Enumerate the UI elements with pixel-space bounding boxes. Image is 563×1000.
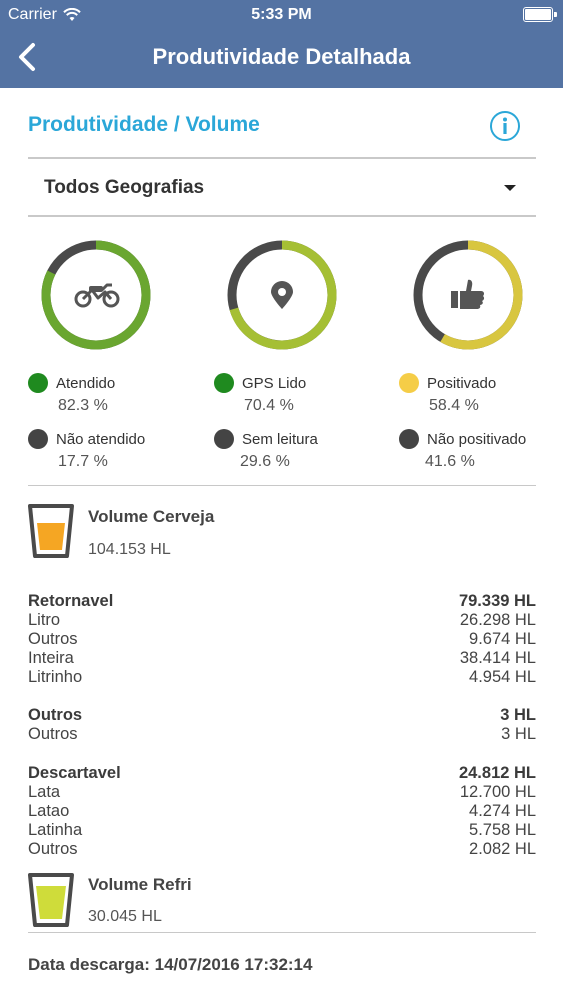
item-value: 2.082 HL [469, 840, 536, 858]
legend-value: 41.6 % [425, 453, 475, 470]
legend-item: Positivado [399, 373, 526, 393]
legend-value: 70.4 % [244, 397, 294, 414]
list-item: Inteira 38.414 HL [28, 649, 536, 669]
location-pin-icon [271, 281, 293, 309]
positivity-ring [413, 240, 523, 350]
wifi-icon [63, 8, 81, 21]
item-value: 4.954 HL [469, 668, 536, 686]
group-name: Outros [28, 706, 83, 724]
divider [28, 932, 536, 933]
item-value: 3 HL [501, 725, 536, 743]
item-name: Latinha [28, 821, 83, 839]
positivity-gauge [411, 238, 525, 352]
section-title: Produtividade / Volume [28, 113, 260, 136]
list-item: Lata 12.700 HL [28, 783, 536, 803]
beer-volume-value: 104.153 HL [88, 541, 171, 558]
carrier-name: Carrier [8, 6, 57, 23]
group-total: 3 HL [500, 706, 536, 724]
legend-label: Não atendido [56, 430, 146, 448]
legend-dot [28, 373, 48, 393]
chevron-left-icon [19, 43, 35, 71]
legend-dot [214, 429, 234, 449]
item-value: 5.758 HL [469, 821, 536, 839]
gps-legend: GPS Lido 70.4 % Sem leitura 29.6 % [214, 373, 318, 471]
item-value: 26.298 HL [459, 611, 536, 629]
info-icon [490, 111, 520, 141]
list-item: Litrinho 4.954 HL [28, 668, 536, 688]
item-value: 9.674 HL [469, 630, 536, 648]
group-name: Retornavel [28, 592, 114, 610]
list-item: Outros 3 HL [28, 725, 536, 745]
legend-dot [28, 429, 48, 449]
list-item: Outros 9.674 HL [28, 630, 536, 650]
item-name: Litro [28, 611, 61, 629]
geography-dropdown[interactable]: Todos Geografias [28, 157, 536, 217]
item-name: Outros [28, 630, 78, 648]
item-value: 12.700 HL [459, 783, 536, 801]
list-item: Litro 26.298 HL [28, 611, 536, 631]
list-item: Latao 4.274 HL [28, 802, 536, 822]
divider [28, 485, 536, 486]
soda-glass-icon [28, 873, 74, 927]
group-total: 24.812 HL [458, 764, 536, 782]
carrier-indicator: Carrier [8, 6, 81, 24]
legend-item: Atendido [28, 373, 145, 393]
legend-label: Positivado [427, 374, 497, 392]
status-bar: Carrier 5:33 PM [0, 0, 563, 30]
status-time: 5:33 PM [251, 6, 312, 23]
legend-item: GPS Lido [214, 373, 318, 393]
gps-ring [227, 240, 337, 350]
legend-label: GPS Lido [242, 374, 307, 392]
item-value: 4.274 HL [469, 802, 536, 820]
group-total: 79.339 HL [458, 592, 536, 610]
thumbs-up-icon [451, 279, 485, 309]
group-name: Descartavel [28, 764, 121, 782]
back-button[interactable] [14, 40, 44, 74]
item-name: Outros [28, 840, 78, 858]
item-name: Latao [28, 802, 70, 820]
legend-label: Não positivado [427, 430, 527, 448]
item-value: 38.414 HL [459, 649, 536, 667]
battery-icon [523, 7, 557, 22]
attendance-ring [41, 240, 151, 350]
soda-volume-title: Volume Refri [88, 875, 192, 894]
attendance-legend: Atendido 82.3 % Não atendido 17.7 % [28, 373, 145, 471]
legend-dot [214, 373, 234, 393]
beer-volume-title: Volume Cerveja [88, 507, 215, 526]
list-item: Outros 2.082 HL [28, 840, 536, 860]
group-header-retornavel: Retornavel 79.339 HL [28, 592, 536, 612]
motorcycle-icon [74, 283, 120, 308]
page-title: Produtividade Detalhada [152, 44, 411, 69]
legend-item: Sem leitura [214, 429, 318, 449]
item-name: Outros [28, 725, 78, 743]
info-button[interactable] [489, 110, 521, 142]
item-name: Litrinho [28, 668, 83, 686]
legend-value: 29.6 % [240, 453, 290, 470]
item-name: Lata [28, 783, 61, 801]
beer-glass-icon [28, 504, 74, 558]
geography-dropdown-value: Todos Geografias [44, 177, 205, 198]
legend-item: Não atendido [28, 429, 145, 449]
legend-value: 17.7 % [58, 453, 108, 470]
soda-volume-value: 30.045 HL [88, 908, 162, 925]
legend-item: Não positivado [399, 429, 526, 449]
gps-gauge [225, 238, 339, 352]
legend-value: 58.4 % [429, 397, 479, 414]
attendance-gauge [39, 238, 153, 352]
legend-dot [399, 373, 419, 393]
legend-value: 82.3 % [58, 397, 108, 414]
legend-dot [399, 429, 419, 449]
navigation-bar: Carrier 5:33 PM Produtividade Detalhada [0, 0, 563, 88]
caret-down-icon [504, 185, 516, 191]
legend-label: Sem leitura [242, 430, 318, 448]
legend-label: Atendido [56, 374, 116, 392]
positivity-legend: Positivado 58.4 % Não positivado 41.6 % [399, 373, 526, 471]
download-date: Data descarga: 14/07/2016 17:32:14 [28, 955, 313, 974]
list-item: Latinha 5.758 HL [28, 821, 536, 841]
group-header-outros: Outros 3 HL [28, 706, 536, 726]
group-header-descartavel: Descartavel 24.812 HL [28, 764, 536, 784]
item-name: Inteira [28, 649, 74, 667]
